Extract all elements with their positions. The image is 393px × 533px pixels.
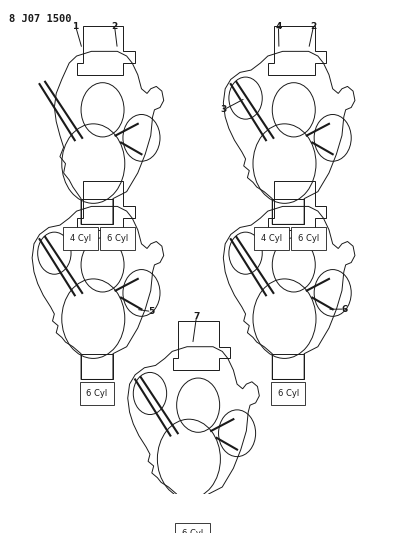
- Text: 7: 7: [193, 312, 200, 321]
- Text: 1: 1: [72, 21, 79, 30]
- Text: 4 Cyl: 4 Cyl: [70, 234, 91, 243]
- Text: 4: 4: [275, 21, 282, 30]
- Text: 8 J07 1500: 8 J07 1500: [9, 14, 72, 23]
- Text: 2: 2: [112, 21, 118, 30]
- Text: 4 Cyl: 4 Cyl: [261, 234, 282, 243]
- Text: 6 Cyl: 6 Cyl: [298, 234, 319, 243]
- Text: 6: 6: [342, 304, 348, 313]
- Text: 2: 2: [310, 21, 317, 30]
- Text: 6 Cyl: 6 Cyl: [277, 389, 299, 398]
- Text: 6 Cyl: 6 Cyl: [107, 234, 128, 243]
- Text: 6 Cyl: 6 Cyl: [182, 529, 203, 533]
- Text: 6 Cyl: 6 Cyl: [86, 389, 108, 398]
- Text: 5: 5: [149, 307, 155, 316]
- Text: 3: 3: [221, 105, 227, 114]
